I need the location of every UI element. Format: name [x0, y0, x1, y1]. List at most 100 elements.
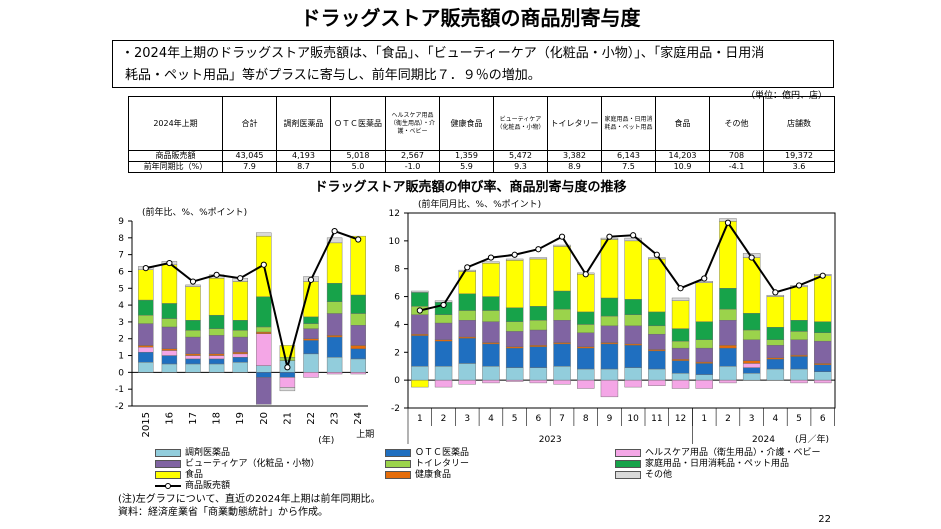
bar-segment	[208, 355, 225, 360]
sales-point	[355, 236, 362, 243]
sales-point	[511, 251, 518, 258]
note-line-2: 資料：経済産業省「商業動態統計」から作成。	[118, 507, 328, 518]
x-tick-label: 5	[512, 414, 518, 424]
table-row: 商品販売額 43,045 4,193 5,018 2,567 1,359 5,4…	[128, 150, 835, 162]
legend-label: 健康食品	[415, 470, 452, 480]
bar-segment	[648, 379, 666, 386]
x-tick-label: 1	[417, 414, 423, 424]
bar-segment	[208, 353, 225, 356]
bar-segment	[208, 363, 225, 373]
bar-segment	[458, 310, 476, 321]
bar-segment	[742, 339, 761, 361]
bar-segment	[577, 324, 595, 333]
bar-segment	[232, 330, 248, 338]
legend-item: 家庭用品・日用消耗品・ペット用品	[615, 459, 789, 470]
bar-segment	[326, 283, 343, 302]
x-tick-label: 4	[772, 414, 778, 424]
bar-segment	[814, 363, 832, 366]
bar-segment	[719, 320, 737, 346]
x-tick-label: 3	[749, 414, 755, 424]
bar-segment	[482, 342, 500, 345]
bar-segment	[434, 366, 453, 381]
year-label: 2024	[752, 435, 775, 445]
bar-segment	[529, 345, 548, 347]
bar-segment	[256, 296, 272, 328]
bar-segment	[185, 320, 201, 331]
note-line-1: (注)左グラフについて、直近の2024年上期は前年同期比。	[118, 494, 381, 505]
bar-segment	[814, 321, 832, 333]
bar-segment	[719, 347, 737, 367]
legend: 調剤医薬品 ＯＴＣ医薬品 ヘルスケア用品（衛生用品）・介護・ベビー ビューティケ…	[155, 448, 855, 493]
table-cell: 3.6	[763, 161, 835, 173]
sales-point	[260, 261, 267, 268]
x-tick-label: 16	[164, 412, 175, 425]
x-tick-label: 10	[627, 414, 639, 424]
summary-line-1: ・2024年上期のドラッグストア販売額は、「食品」、「ビューティーケア（化粧品・…	[121, 46, 765, 61]
y-tick-label: 8	[394, 265, 400, 275]
bar-segment	[279, 387, 296, 392]
bar-segment	[553, 343, 571, 367]
bar-segment	[411, 333, 429, 336]
x-tick-label: 2	[725, 414, 731, 424]
bar-segment	[208, 277, 225, 316]
bar-segment	[648, 258, 666, 313]
bar-segment	[600, 239, 619, 299]
summary-line-2: 耗品・ペット用品」等がプラスに寄与し、前年同期比７．９％の増加。	[125, 68, 541, 83]
bar-segment	[648, 325, 666, 335]
bar-segment	[624, 240, 642, 300]
bar-segment	[695, 361, 713, 364]
bar-segment	[648, 350, 666, 370]
bar-segment	[766, 359, 785, 370]
legend-swatch	[615, 470, 641, 479]
bar-segment	[695, 321, 713, 340]
legend-swatch	[615, 448, 641, 457]
bar-segment	[624, 345, 642, 368]
legend-swatch	[155, 470, 181, 479]
bar-segment	[742, 313, 761, 331]
table-corner: 2024年上期	[128, 96, 223, 151]
bar-segment	[766, 345, 785, 359]
bar-segment	[553, 379, 571, 385]
bar-segment	[505, 260, 524, 308]
y-tick-label: 5	[118, 284, 124, 294]
bar-segment	[577, 274, 595, 313]
bar-segment	[505, 347, 524, 368]
bar-segment	[814, 364, 832, 372]
bar-segment	[553, 366, 571, 381]
bar-segment	[553, 342, 571, 345]
bar-segment	[350, 348, 366, 360]
bar-segment	[350, 372, 366, 375]
sales-point	[558, 233, 566, 240]
x-unit-label: (月／年)	[795, 433, 829, 445]
bar-segment	[279, 377, 296, 388]
row-label: 前年同期比（%）	[128, 161, 223, 173]
y-tick-label: 0	[118, 368, 124, 378]
y-tick-label: 6	[118, 267, 124, 277]
bar-segment	[482, 262, 500, 297]
x-tick-label: 22	[306, 412, 317, 425]
x-tick-label: 1	[701, 414, 707, 424]
bar-segment	[185, 286, 201, 321]
bar-segment	[350, 325, 366, 346]
sales-point	[416, 307, 423, 314]
bar-segment	[232, 320, 248, 331]
bar-segment	[624, 379, 642, 388]
x-tick-label: 20	[259, 412, 270, 425]
bar-segment	[458, 320, 476, 338]
header-cell: ビューティケア（化粧品・小物）	[493, 96, 548, 151]
x-tick-label: 2	[441, 414, 447, 424]
sales-point	[630, 232, 637, 239]
x-tick-label: 6	[820, 414, 826, 424]
bar-segment	[671, 297, 690, 301]
y-tick-label: 6	[394, 293, 400, 303]
y-tick-label: -2	[115, 402, 124, 412]
bar-segment	[577, 368, 595, 381]
bar-segment	[256, 331, 272, 334]
sales-point	[772, 289, 779, 296]
bar-segment	[529, 379, 548, 384]
bar-segment	[529, 367, 548, 381]
bar-segment	[766, 339, 785, 346]
chart-title: ドラッグストア販売額の伸び率、商品別寄与度の推移	[314, 180, 627, 195]
bar-segment	[814, 379, 832, 384]
bar-segment	[742, 363, 761, 368]
